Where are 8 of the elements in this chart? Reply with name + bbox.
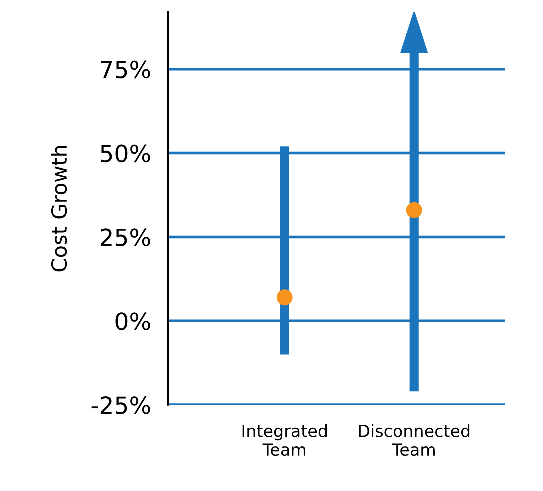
x-tick-label: Integrated Team: [242, 424, 327, 456]
y-tick-label: 0%: [116, 312, 150, 330]
x-tick-label: Disconnected Team: [359, 424, 470, 456]
y-tick-label: -25%: [92, 396, 150, 414]
y-tick-label: 25%: [100, 228, 150, 247]
y-axis-title: Cost Growth: [51, 146, 68, 272]
y-tick-label: 50%: [101, 144, 150, 163]
y-tick-label: 75%: [101, 60, 150, 79]
